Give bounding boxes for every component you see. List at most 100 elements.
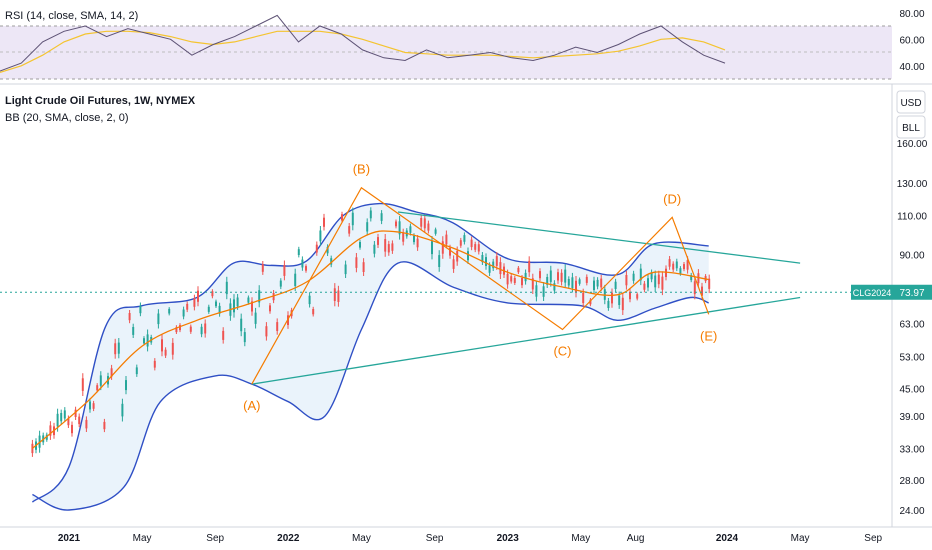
candle-body bbox=[362, 262, 365, 272]
candle-body bbox=[593, 280, 595, 290]
candle-body bbox=[297, 249, 300, 255]
candle-body bbox=[585, 276, 588, 283]
candle-body bbox=[110, 368, 113, 377]
candle-body bbox=[575, 280, 577, 293]
candle-body bbox=[323, 217, 325, 227]
candle-body bbox=[697, 273, 700, 284]
candle-body bbox=[675, 261, 678, 269]
candle-body bbox=[49, 425, 52, 436]
symbol-tag-label: CLG2024 bbox=[853, 288, 892, 298]
candle-body bbox=[553, 283, 556, 291]
candle-body bbox=[222, 330, 225, 340]
candle-body bbox=[510, 276, 513, 282]
candle-body bbox=[171, 342, 174, 355]
candle-body bbox=[607, 300, 610, 308]
candle-body bbox=[117, 342, 120, 354]
candle-body bbox=[312, 309, 315, 315]
price-pane: (A) (B) (C) (D) (E) Light Crude Oil Futures,… bbox=[0, 95, 892, 511]
candle-body bbox=[276, 322, 279, 331]
candle-body bbox=[485, 257, 487, 266]
candle-body bbox=[186, 303, 189, 310]
elliott-wave-line[interactable] bbox=[251, 186, 710, 385]
candle-body bbox=[567, 279, 570, 286]
candle-body bbox=[373, 244, 376, 254]
wave-label: (B) bbox=[353, 162, 370, 177]
unit-button[interactable]: BLL bbox=[896, 115, 926, 139]
candle-body bbox=[333, 288, 336, 301]
candle-body bbox=[197, 290, 199, 302]
candle-body bbox=[409, 226, 412, 233]
candle-body bbox=[337, 290, 340, 302]
last-price-label: 73.97 bbox=[899, 288, 924, 299]
candle-body bbox=[305, 266, 307, 271]
candle-body bbox=[506, 273, 509, 285]
time-tick-label: 2024 bbox=[716, 533, 739, 544]
candle-body bbox=[679, 268, 682, 274]
wave-labels: (A) (B) (C) (D) (E) bbox=[243, 162, 717, 413]
candle-body bbox=[589, 299, 592, 305]
candle-body bbox=[71, 424, 73, 434]
price-tick-label: 28.00 bbox=[899, 476, 924, 487]
candle-body bbox=[301, 259, 304, 268]
candle-body bbox=[542, 286, 545, 297]
rsi-tick-label: 40.00 bbox=[899, 62, 924, 73]
wave-label: (A) bbox=[243, 398, 260, 413]
candle-body bbox=[438, 255, 441, 267]
candle-body bbox=[416, 238, 419, 248]
time-tick-label: Sep bbox=[206, 533, 224, 544]
candle-body bbox=[128, 313, 131, 321]
time-axis: 2021 May Sep 2022 May Sep 2023 May Aug 2024 May Sep bbox=[0, 526, 932, 544]
price-axis: 160.00130.00110.0090.0075.0063.0053.0045… bbox=[851, 84, 932, 527]
wave-label: (C) bbox=[553, 344, 571, 359]
candle-body bbox=[391, 243, 394, 251]
candle-body bbox=[168, 308, 171, 314]
candle-body bbox=[557, 272, 559, 281]
wave-label: (D) bbox=[663, 191, 681, 206]
candle-body bbox=[326, 246, 329, 254]
candle-body bbox=[125, 380, 127, 391]
time-tick-label: Aug bbox=[627, 533, 645, 544]
candle-body bbox=[114, 343, 117, 355]
candle-body bbox=[258, 290, 261, 303]
candle-body bbox=[308, 295, 311, 305]
candle-body bbox=[539, 271, 541, 279]
candle-body bbox=[121, 403, 124, 417]
candle-body bbox=[600, 278, 603, 288]
candle-body bbox=[449, 247, 451, 256]
candle-body bbox=[355, 257, 358, 268]
candle-body bbox=[85, 419, 88, 429]
candle-body bbox=[395, 221, 397, 227]
candle-body bbox=[153, 360, 156, 368]
candle-body bbox=[549, 270, 552, 282]
price-tick-label: 53.00 bbox=[899, 353, 924, 364]
rsi-label: RSI (14, close, SMA, 14, 2) bbox=[5, 10, 138, 22]
trendline-upper[interactable] bbox=[397, 211, 801, 264]
bollinger-basis bbox=[31, 230, 709, 449]
candle-body bbox=[459, 240, 462, 246]
candle-body bbox=[632, 273, 635, 281]
candle-body bbox=[179, 325, 181, 331]
candle-body bbox=[215, 301, 217, 307]
candle-body bbox=[434, 229, 437, 234]
candle-body bbox=[330, 258, 333, 265]
price-tick-label: 160.00 bbox=[897, 139, 928, 150]
rsi-tick-label: 60.00 bbox=[899, 35, 924, 46]
time-axis-ticks: 2021 May Sep 2022 May Sep 2023 May Aug 2024 May Sep bbox=[58, 533, 883, 544]
candle-body bbox=[402, 232, 405, 242]
trendline-lower[interactable] bbox=[251, 296, 801, 385]
candle-body bbox=[524, 272, 527, 282]
candle-body bbox=[89, 401, 91, 410]
candle-body bbox=[240, 318, 243, 332]
candle-body bbox=[708, 278, 711, 289]
candle-body bbox=[657, 274, 660, 285]
candle-body bbox=[413, 235, 415, 243]
candle-body bbox=[614, 281, 617, 289]
candle-body bbox=[636, 294, 639, 299]
bollinger-fill bbox=[32, 203, 709, 511]
rsi-line bbox=[0, 14, 726, 72]
candle-body bbox=[686, 260, 689, 270]
currency-button[interactable]: USD bbox=[896, 90, 926, 114]
candle-body bbox=[463, 235, 466, 242]
time-tick-label: 2023 bbox=[497, 533, 520, 544]
